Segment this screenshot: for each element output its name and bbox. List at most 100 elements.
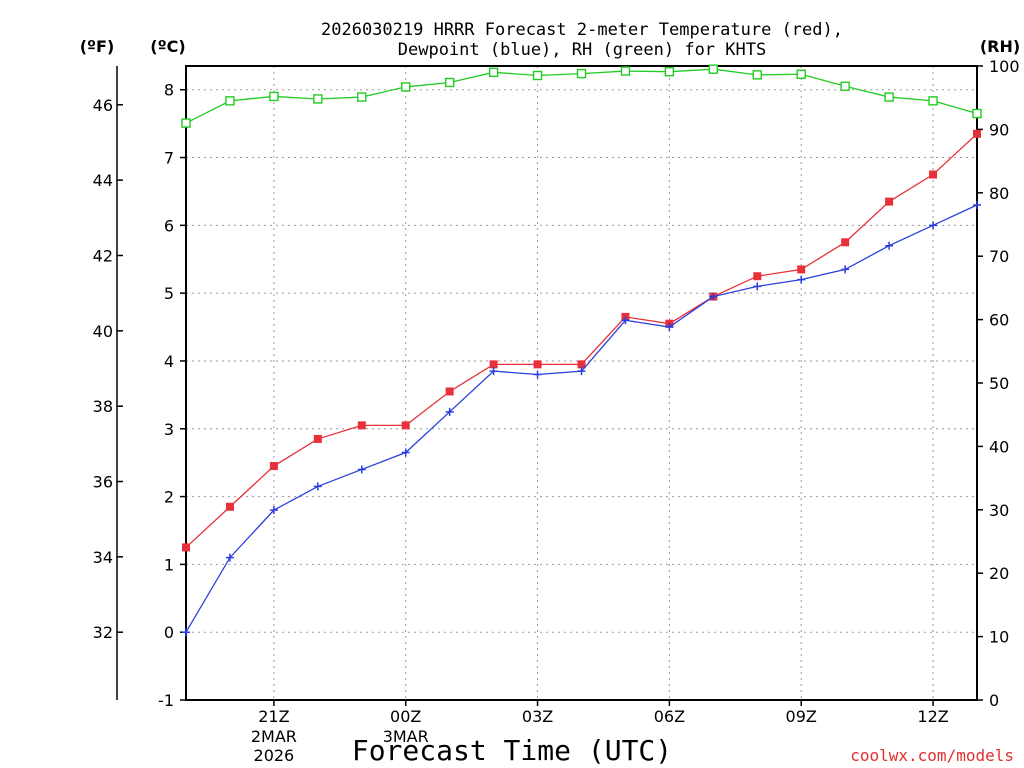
dewpoint-marker: [753, 282, 762, 291]
axis-ticks: -101234567832343638404244460102030405060…: [93, 57, 1020, 765]
celsius-tick-label: 1: [164, 555, 174, 574]
temperature-marker: [577, 360, 586, 369]
temperature-marker: [797, 265, 806, 274]
fahrenheit-tick-label: 38: [93, 397, 113, 416]
rh-marker: [357, 92, 367, 102]
chart-title-line2: Dewpoint (blue), RH (green) for KHTS: [398, 40, 766, 60]
dewpoint-marker: [973, 201, 981, 210]
dewpoint-marker: [929, 221, 938, 230]
temperature-marker: [225, 502, 234, 511]
rh-tick-label: 0: [989, 691, 999, 710]
chart-title-line1: 2026030219 HRRR Forecast 2-meter Tempera…: [321, 20, 843, 40]
fahrenheit-tick-label: 36: [93, 473, 113, 492]
rh-tick-label: 90: [989, 120, 1009, 139]
temperature-marker: [182, 543, 190, 552]
celsius-tick-label: 5: [164, 284, 174, 303]
temperature-marker: [445, 387, 454, 396]
rh-marker: [796, 69, 806, 79]
series-layer: [181, 64, 982, 637]
x-tick-label: 12Z: [917, 707, 948, 726]
rh-tick-label: 20: [989, 564, 1009, 583]
temperature-marker: [401, 421, 410, 430]
dewpoint-marker: [225, 553, 234, 562]
rh-tick-label: 10: [989, 628, 1009, 647]
temperature-marker: [841, 238, 850, 247]
rh-marker: [576, 68, 587, 79]
x-date-label: 2026: [254, 746, 295, 765]
rh-marker: [840, 81, 850, 91]
temperature-marker: [489, 360, 498, 369]
rh-marker: [972, 108, 982, 119]
fahrenheit-tick-label: 40: [93, 322, 113, 341]
dewpoint-marker: [709, 292, 718, 301]
rh-marker: [488, 67, 499, 78]
dewpoint-marker: [313, 482, 322, 491]
fahrenheit-tick-label: 42: [93, 246, 113, 265]
fahrenheit-tick-label: 44: [93, 171, 113, 190]
temperature-marker: [885, 197, 894, 206]
fahrenheit-tick-label: 46: [93, 96, 113, 115]
dewpoint-marker: [269, 506, 278, 515]
dewpoint-marker: [841, 265, 850, 274]
rh-marker: [401, 82, 411, 92]
dewpoint-marker: [445, 407, 454, 416]
rh-axis-label: (RH): [980, 37, 1020, 56]
rh-marker: [752, 70, 762, 80]
x-tick-label: 03Z: [522, 707, 553, 726]
celsius-tick-label: -1: [158, 691, 174, 710]
plot-frame: [185, 65, 978, 701]
x-tick-label: 00Z: [390, 707, 421, 726]
celsius-tick-label: 6: [164, 216, 174, 235]
x-date-label: 3MAR: [383, 727, 429, 746]
fahrenheit-tick-label: 34: [93, 548, 113, 567]
rh-marker: [928, 96, 938, 106]
dewpoint-line: [185, 204, 978, 633]
credit-text: coolwx.com/models: [850, 746, 1014, 765]
rh-marker: [708, 64, 719, 74]
celsius-tick-label: 0: [164, 623, 174, 642]
dewpoint-marker: [489, 367, 498, 376]
grid-lines: [186, 66, 977, 700]
rh-tick-label: 40: [989, 437, 1009, 456]
x-tick-label: 06Z: [654, 707, 685, 726]
rh-tick-label: 80: [989, 184, 1009, 203]
rh-marker: [181, 118, 191, 128]
dewpoint-marker: [577, 367, 586, 376]
rh-tick-label: 100: [989, 57, 1020, 76]
dewpoint-marker: [621, 316, 630, 325]
dewpoint-marker: [533, 370, 542, 379]
rh-marker: [532, 70, 543, 81]
celsius-tick-label: 2: [164, 488, 174, 507]
dewpoint-marker: [797, 275, 806, 284]
dewpoint-marker: [885, 241, 894, 250]
x-axis-title: Forecast Time (UTC): [352, 734, 672, 767]
celsius-tick-label: 4: [164, 352, 174, 371]
dewpoint-marker: [357, 465, 366, 474]
rh-marker: [313, 94, 323, 104]
celsius-tick-label: 7: [164, 149, 174, 168]
celsius-axis-label: (ºC): [150, 37, 185, 56]
rh-tick-label: 50: [989, 374, 1009, 393]
temperature-marker: [313, 434, 322, 443]
rh-marker: [884, 92, 894, 102]
temperature-marker: [929, 170, 938, 179]
celsius-tick-label: 3: [164, 420, 174, 439]
x-date-label: 2MAR: [251, 727, 297, 746]
dewpoint-marker: [401, 448, 410, 457]
temperature-marker: [973, 129, 981, 138]
x-tick-label: 09Z: [786, 707, 817, 726]
dewpoint-marker: [182, 628, 190, 637]
fahrenheit-axis-label: (ºF): [80, 37, 115, 56]
temperature-marker: [269, 462, 278, 471]
rh-marker: [269, 91, 279, 102]
x-tick-label: 21Z: [258, 707, 289, 726]
rh-marker: [664, 67, 675, 77]
rh-marker: [225, 96, 235, 106]
dewpoint-marker: [665, 323, 674, 332]
fahrenheit-tick-label: 32: [93, 623, 113, 642]
celsius-tick-label: 8: [164, 81, 174, 100]
rh-tick-label: 70: [989, 247, 1009, 266]
rh-marker: [620, 66, 631, 76]
rh-marker: [444, 77, 455, 88]
temperature-marker: [533, 360, 542, 369]
